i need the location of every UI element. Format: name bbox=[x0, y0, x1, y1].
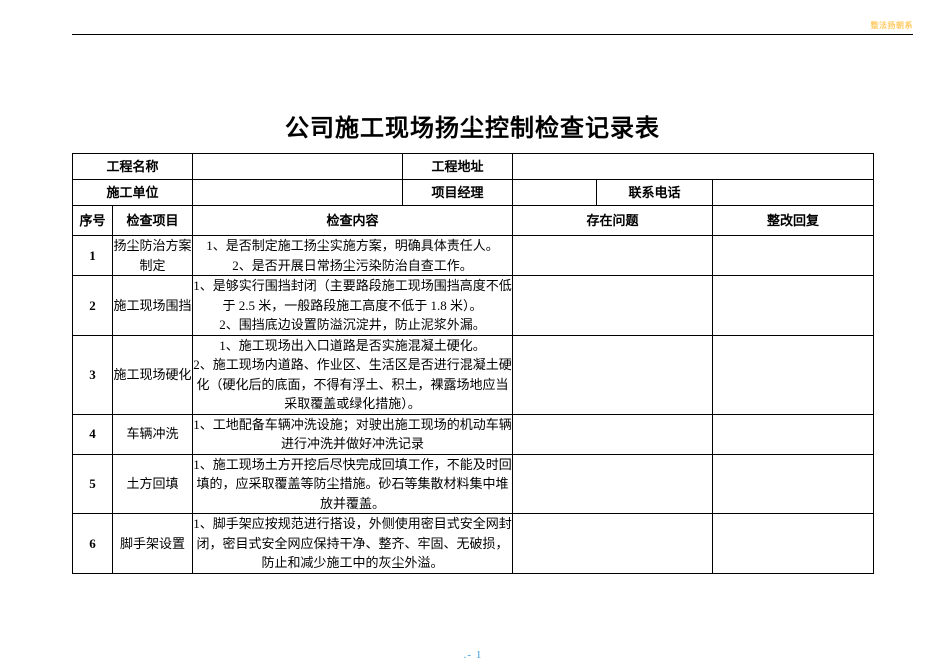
row-content: 1、是够实行围挡封闭（主要路段施工现场围挡高度不低于 2.5 米，一般路段施工高… bbox=[193, 276, 513, 336]
row-item: 脚手架设置 bbox=[113, 514, 193, 574]
row-content: 1、施工现场土方开挖后尽快完成回填工作，不能及时回填的，应采取覆盖等防尘措施。砂… bbox=[193, 454, 513, 514]
value-pm bbox=[513, 180, 597, 206]
table-row: 5 土方回填 1、施工现场土方开挖后尽快完成回填工作，不能及时回填的，应采取覆盖… bbox=[73, 454, 874, 514]
document-body: 公司施工现场扬尘控制检查记录表 工程名称 工程地址 施工单位 项目经理 联系电 bbox=[72, 108, 873, 574]
info-row-1: 工程名称 工程地址 bbox=[73, 154, 874, 180]
value-project-addr bbox=[513, 154, 874, 180]
value-phone bbox=[713, 180, 874, 206]
row-seq: 1 bbox=[73, 236, 113, 276]
row-item: 车辆冲洗 bbox=[113, 414, 193, 454]
label-pm: 项目经理 bbox=[403, 180, 513, 206]
row-seq: 5 bbox=[73, 454, 113, 514]
row-reply bbox=[713, 335, 874, 414]
page-number: .- 1 bbox=[0, 649, 945, 661]
row-seq: 4 bbox=[73, 414, 113, 454]
table-row: 4 车辆冲洗 1、工地配备车辆冲洗设施；对驶出施工现场的机动车辆进行冲洗并做好冲… bbox=[73, 414, 874, 454]
label-contractor: 施工单位 bbox=[73, 180, 193, 206]
table-row: 2 施工现场围挡 1、是够实行围挡封闭（主要路段施工现场围挡高度不低于 2.5 … bbox=[73, 276, 874, 336]
row-item: 施工现场硬化 bbox=[113, 335, 193, 414]
row-reply bbox=[713, 454, 874, 514]
row-content: 1、施工现场出入口道路是否实施混凝土硬化。 2、施工现场内道路、作业区、生活区是… bbox=[193, 335, 513, 414]
column-header-row: 序号 检查项目 检查内容 存在问题 整改回复 bbox=[73, 206, 874, 236]
row-item: 扬尘防治方案制定 bbox=[113, 236, 193, 276]
col-content: 检查内容 bbox=[193, 206, 513, 236]
top-horizontal-rule bbox=[72, 34, 913, 35]
row-reply bbox=[713, 414, 874, 454]
row-reply bbox=[713, 276, 874, 336]
value-project-name bbox=[193, 154, 403, 180]
row-issue bbox=[513, 335, 713, 414]
inspection-table: 工程名称 工程地址 施工单位 项目经理 联系电话 序号 检查项目 检查内容 存在… bbox=[72, 153, 874, 574]
row-item: 施工现场围挡 bbox=[113, 276, 193, 336]
col-seq: 序号 bbox=[73, 206, 113, 236]
row-issue bbox=[513, 414, 713, 454]
table-row: 1 扬尘防治方案制定 1、是否制定施工扬尘实施方案，明确具体责任人。 2、是否开… bbox=[73, 236, 874, 276]
row-item: 土方回填 bbox=[113, 454, 193, 514]
table-row: 3 施工现场硬化 1、施工现场出入口道路是否实施混凝土硬化。 2、施工现场内道路… bbox=[73, 335, 874, 414]
row-seq: 6 bbox=[73, 514, 113, 574]
label-project-name: 工程名称 bbox=[73, 154, 193, 180]
label-phone: 联系电话 bbox=[597, 180, 713, 206]
row-issue bbox=[513, 236, 713, 276]
row-reply bbox=[713, 236, 874, 276]
row-issue bbox=[513, 276, 713, 336]
col-issue: 存在问题 bbox=[513, 206, 713, 236]
row-seq: 2 bbox=[73, 276, 113, 336]
row-content: 1、工地配备车辆冲洗设施；对驶出施工现场的机动车辆进行冲洗并做好冲洗记录 bbox=[193, 414, 513, 454]
row-content: 1、脚手架应按规范进行搭设，外侧使用密目式安全网封闭，密目式安全网应保持干净、整… bbox=[193, 514, 513, 574]
col-reply: 整改回复 bbox=[713, 206, 874, 236]
label-project-addr: 工程地址 bbox=[403, 154, 513, 180]
corner-watermark: 整法扬朝系 bbox=[871, 20, 914, 31]
row-issue bbox=[513, 514, 713, 574]
row-issue bbox=[513, 454, 713, 514]
row-content: 1、是否制定施工扬尘实施方案，明确具体责任人。 2、是否开展日常扬尘污染防治自查… bbox=[193, 236, 513, 276]
value-contractor bbox=[193, 180, 403, 206]
page-title: 公司施工现场扬尘控制检查记录表 bbox=[72, 108, 873, 143]
info-row-2: 施工单位 项目经理 联系电话 bbox=[73, 180, 874, 206]
row-seq: 3 bbox=[73, 335, 113, 414]
table-row: 6 脚手架设置 1、脚手架应按规范进行搭设，外侧使用密目式安全网封闭，密目式安全… bbox=[73, 514, 874, 574]
row-reply bbox=[713, 514, 874, 574]
col-item: 检查项目 bbox=[113, 206, 193, 236]
